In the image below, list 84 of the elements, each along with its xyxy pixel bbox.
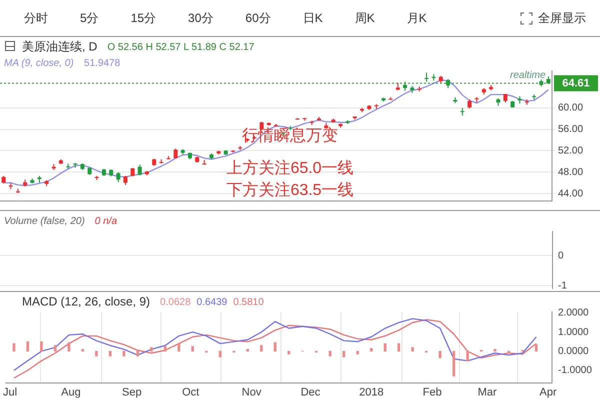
bar <box>370 348 373 352</box>
annotation: 行情瞬息万变 <box>242 126 338 144</box>
bar <box>507 350 510 354</box>
text: 30分 <box>187 10 214 26</box>
bar <box>411 347 414 352</box>
bar <box>108 350 112 356</box>
bar <box>288 350 290 354</box>
text: MA (9, close, 0) <box>4 58 74 69</box>
x-tick-label: Apr <box>540 386 557 398</box>
text: 0.0628 <box>160 296 192 308</box>
bar <box>384 343 386 352</box>
bar <box>466 350 469 362</box>
text: 60分 <box>244 10 272 26</box>
bar <box>164 346 166 352</box>
y-tick-label: 52.00 <box>558 145 584 156</box>
x-tick-label: Nov <box>242 386 262 398</box>
bar <box>438 350 442 358</box>
chart-title: 美原油连续, D <box>22 39 98 54</box>
bar <box>122 350 126 356</box>
text: Volume (false, 20) <box>4 216 85 227</box>
bar <box>452 350 456 376</box>
bar <box>260 345 263 352</box>
candlestick <box>446 78 450 89</box>
bar <box>26 341 30 352</box>
bar <box>356 350 359 354</box>
bar <box>136 350 139 356</box>
text: 全屏显示 <box>538 10 586 26</box>
y-tick-label: 0.0000 <box>558 346 590 357</box>
bar <box>95 350 98 356</box>
candlestick <box>468 98 472 109</box>
text: 5分 <box>79 10 100 26</box>
x-tick-label: Jul <box>3 386 18 398</box>
text: -1 <box>558 280 568 292</box>
bar <box>398 343 400 352</box>
y-tick-label: 2.0000 <box>558 308 590 319</box>
text: 周K <box>354 10 376 26</box>
annotation: 上方关注65.0一线 <box>226 158 354 177</box>
bar <box>218 350 222 358</box>
bar <box>150 347 153 352</box>
candlestick <box>403 81 408 92</box>
bar <box>534 344 538 352</box>
y-tick-label: 1.0000 <box>558 326 590 338</box>
text: 月K <box>406 10 428 26</box>
x-tick-label: Oct <box>182 386 200 398</box>
bar <box>328 350 332 356</box>
candlestick <box>123 175 128 186</box>
y-tick-label: 48.00 <box>558 166 584 178</box>
text: 分时 <box>23 10 49 26</box>
bar <box>12 343 16 352</box>
x-tick-label: Aug <box>61 386 81 398</box>
candlestick <box>116 172 120 183</box>
bar <box>274 342 276 352</box>
candlestick <box>138 164 142 176</box>
bar <box>54 345 57 352</box>
y-tick-label: -1.0000 <box>558 365 592 376</box>
bar <box>81 348 84 352</box>
y-tick-label: 56.00 <box>558 124 584 136</box>
x-tick-label: Mar <box>478 386 498 398</box>
y-tick-label: 44.00 <box>558 188 584 200</box>
text: 0.5810 <box>233 296 264 308</box>
annotation: 下方关注63.5一线 <box>226 181 354 200</box>
ref-line-label: 64.61 <box>562 77 590 90</box>
text: 51.9478 <box>84 58 121 69</box>
bar <box>494 348 496 352</box>
x-tick-label: Feb <box>422 386 442 398</box>
text: 0 <box>558 250 564 262</box>
candlestick <box>424 72 429 82</box>
text: 15分 <box>130 10 158 26</box>
annotation: realtime <box>510 70 546 81</box>
y-tick-label: 60.00 <box>558 102 584 114</box>
bar <box>178 343 180 352</box>
bar <box>40 341 43 352</box>
bar <box>246 348 249 352</box>
x-tick-label: Sep <box>122 386 142 398</box>
text: 0.6439 <box>196 296 228 308</box>
bar <box>68 342 70 352</box>
bar <box>342 350 346 358</box>
bar <box>191 346 194 352</box>
chart-subtitle: O 52.56 H 52.57 L 51.89 C 52.17 <box>107 42 255 53</box>
chart-title: MACD (12, 26, close, 9) <box>22 294 150 308</box>
x-tick-label: 2018 <box>359 386 384 398</box>
text: 日K <box>302 10 324 26</box>
text: 0 n/a <box>94 216 118 227</box>
x-tick-label: Dec <box>300 386 321 398</box>
